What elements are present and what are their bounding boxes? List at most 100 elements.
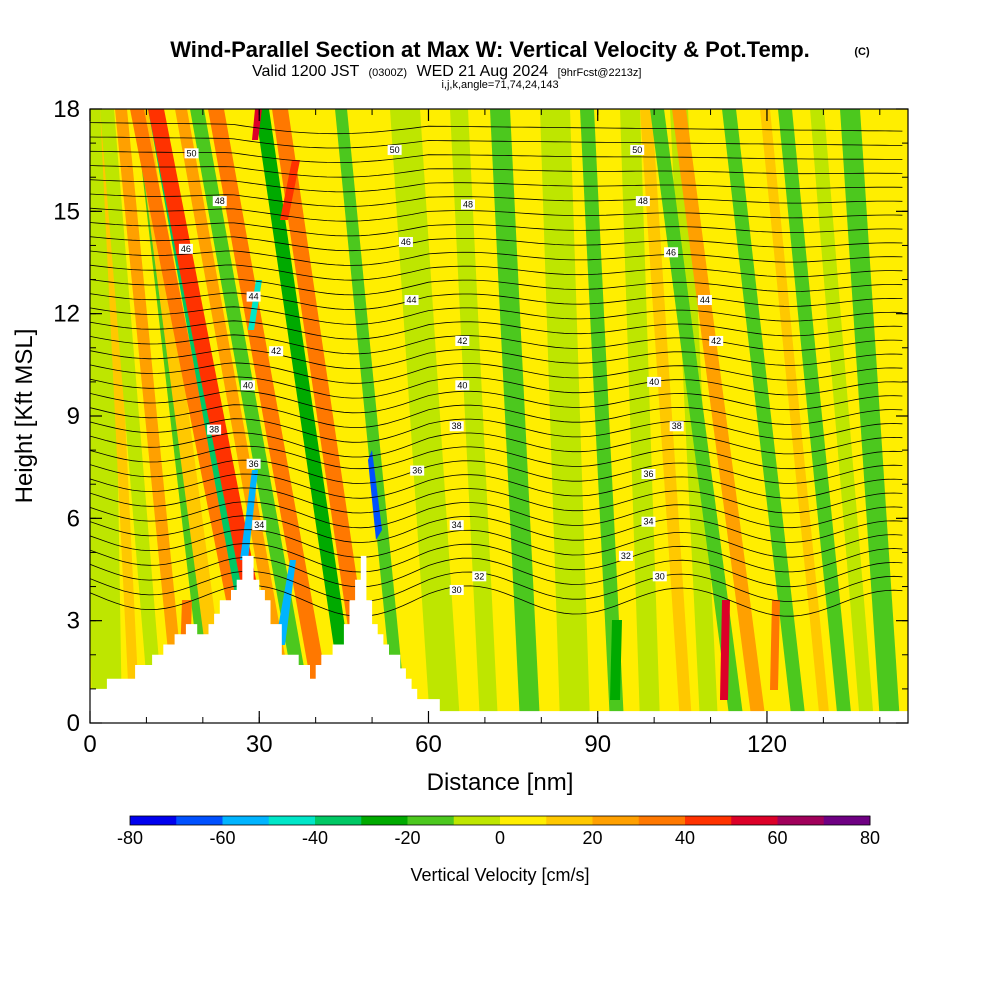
colorbar-tick-label: 20 <box>582 828 602 848</box>
velocity-core <box>610 620 622 700</box>
isentrope-line <box>90 278 903 296</box>
contour-label: 46 <box>398 237 413 248</box>
contour-label-text: 36 <box>249 459 259 469</box>
velocity-band <box>722 109 806 723</box>
contour-label-text: 48 <box>215 196 225 206</box>
colorbar-swatch <box>407 816 455 825</box>
velocity-band <box>760 109 830 723</box>
colorbar-swatch <box>685 816 732 825</box>
isentrope-line <box>90 165 903 178</box>
isentrope-line <box>90 376 903 399</box>
colorbar-tick-label: -60 <box>209 828 235 848</box>
isentrope-line <box>90 473 903 499</box>
isentrope-line <box>90 236 903 252</box>
isentrope-line <box>90 136 903 149</box>
contour-label: 44 <box>697 295 712 306</box>
isentrope-line <box>90 179 903 193</box>
isentrope-line <box>90 487 903 514</box>
isentrope-line <box>90 122 903 135</box>
colorbar-tick-label: -20 <box>394 828 420 848</box>
contour-label-text: 32 <box>621 551 631 561</box>
y-tick-label: 6 <box>67 505 80 532</box>
colorbar: -80 -60 -40 -20 0 20 40 60 80 <box>117 815 880 848</box>
velocity-band <box>272 109 378 723</box>
isentrope-line <box>90 320 903 340</box>
isentrope-line <box>90 250 903 266</box>
velocity-band <box>335 109 407 723</box>
contour-label: 30 <box>652 571 667 582</box>
y-tick-label: 3 <box>67 608 80 635</box>
colorbar-tick-label: 0 <box>495 828 505 848</box>
valid-line: Valid 1200 JST (0300Z) WED 21 Aug 2024 [… <box>252 63 642 80</box>
contour-label-text: 40 <box>243 380 253 390</box>
colorbar-title: Vertical Velocity [cm/s] <box>410 865 589 885</box>
velocity-core <box>275 560 296 645</box>
contour-label: 44 <box>404 295 419 306</box>
contour-label: 34 <box>641 516 656 527</box>
valid-prefix: Valid 1200 JST <box>252 63 360 80</box>
isentrope-line <box>90 501 903 529</box>
colorbar-swatch <box>176 816 223 825</box>
isentrope-line <box>90 529 903 558</box>
isentrope-line <box>90 543 903 573</box>
contour-label: 48 <box>212 196 227 207</box>
colorbar-swatch <box>315 816 362 825</box>
chart-title: Wind-Parallel Section at Max W: Vertical… <box>170 37 810 62</box>
y-tick-label: 12 <box>53 301 80 328</box>
colorbar-tick-label: 60 <box>767 828 787 848</box>
velocity-band <box>620 109 660 723</box>
terrain <box>90 555 908 723</box>
contour-label-text: 30 <box>655 571 665 581</box>
contour-label: 42 <box>709 335 724 346</box>
velocity-band <box>650 109 744 723</box>
y-tick-label: 9 <box>67 403 80 430</box>
isentrope-line <box>90 348 903 370</box>
valid-date: WED 21 Aug 2024 <box>416 63 548 80</box>
contour-label-text: 48 <box>638 196 648 206</box>
isentrope-labels: 50 50 50 48 48 48 46 46 46 44 44 44 42 42 42 40 40 40 38 38… <box>178 144 724 595</box>
contour-label-text: 42 <box>271 346 281 356</box>
contour-label-text: 34 <box>643 517 653 527</box>
copyright-mark: (C) <box>854 46 870 58</box>
velocity-band <box>810 109 874 723</box>
contour-label-text: 42 <box>711 336 721 346</box>
contour-label-text: 50 <box>390 145 400 155</box>
isentrope-line <box>90 334 903 355</box>
contour-label-text: 46 <box>666 247 676 257</box>
contour-label-text: 36 <box>643 469 653 479</box>
colorbar-swatch <box>268 816 316 825</box>
velocity-band <box>208 109 334 723</box>
contour-label-text: 46 <box>401 237 411 247</box>
section-params: i,j,k,angle=71,74,24,143 <box>441 79 558 91</box>
contour-label: 40 <box>647 376 662 387</box>
velocity-band <box>778 109 852 723</box>
velocity-core <box>240 470 258 560</box>
contour-label-text: 50 <box>187 148 197 158</box>
contour-label-text: 38 <box>452 421 462 431</box>
contour-label-text: 48 <box>463 200 473 210</box>
colorbar-tick-label: 80 <box>860 828 880 848</box>
contour-label: 36 <box>246 458 261 469</box>
velocity-band <box>840 109 900 723</box>
y-tick-label: 15 <box>53 198 80 225</box>
velocity-band <box>390 109 460 723</box>
colorbar-swatch <box>823 816 871 825</box>
contour-label-text: 30 <box>452 585 462 595</box>
contour-label-text: 34 <box>452 520 462 530</box>
contour-label: 32 <box>618 550 633 561</box>
contour-label: 32 <box>472 571 487 582</box>
isentrope-line <box>90 292 903 311</box>
y-tick-label: 18 <box>53 96 80 123</box>
isentrope-line <box>90 264 903 281</box>
colorbar-swatch <box>592 816 640 825</box>
contour-label-text: 44 <box>700 295 710 305</box>
contour-label-text: 46 <box>181 244 191 254</box>
x-tick-label: 120 <box>747 731 787 758</box>
colorbar-swatch <box>453 816 501 825</box>
contour-label-text: 38 <box>209 425 219 435</box>
x-tick-label: 0 <box>83 731 96 758</box>
isentrope-line <box>90 515 903 543</box>
colorbar-swatch <box>130 816 177 825</box>
y-axis-label: Height [Kft MSL] <box>11 329 38 504</box>
